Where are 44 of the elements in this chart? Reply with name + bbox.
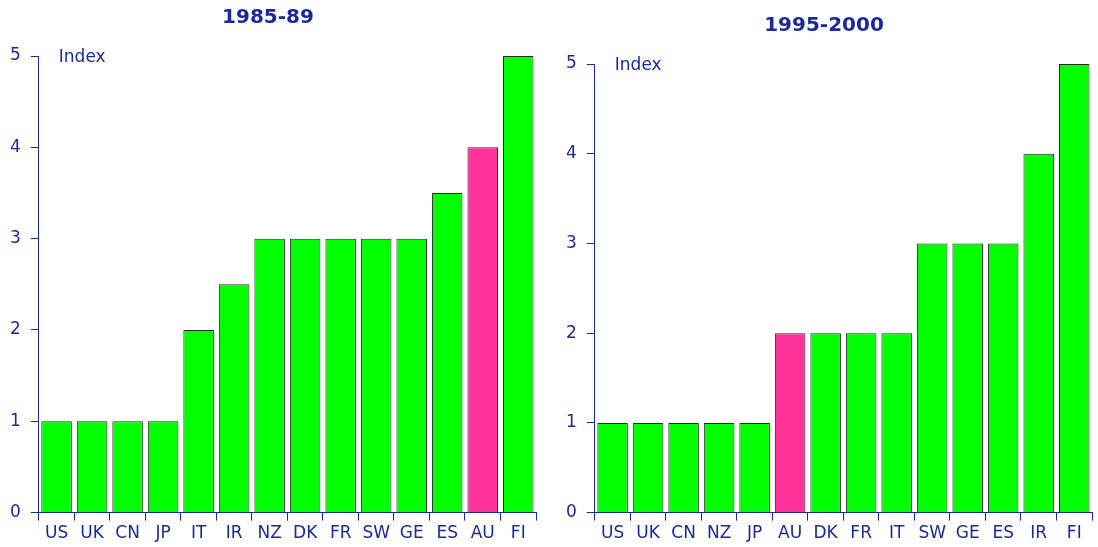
y-tick-label: 3 (565, 231, 577, 252)
y-tick-label: 2 (565, 321, 577, 342)
x-tick-label: IT (888, 522, 905, 543)
y-tick-label: 5 (565, 52, 577, 73)
x-tick-label: CN (115, 522, 140, 543)
y-axis-title: Index (58, 46, 106, 67)
x-tick-label: AU (778, 522, 803, 543)
y-tick-label: 1 (9, 409, 21, 430)
y-axis-title: Index (614, 54, 662, 75)
y-tick-label: 0 (565, 501, 577, 522)
x-tick-label: SW (362, 522, 391, 543)
x-tick-label: GE (399, 522, 424, 543)
y-tick-label: 0 (9, 501, 21, 522)
x-tick-label: JP (154, 522, 171, 543)
y-tick-label: 3 (9, 227, 21, 248)
chart-title: 1995-2000 (764, 12, 884, 37)
x-tick-label: NZ (257, 522, 282, 543)
x-tick-label: US (600, 522, 625, 543)
x-tick-label: FR (850, 522, 873, 543)
x-tick-label: AU (470, 522, 495, 543)
y-tick-label: 1 (565, 411, 577, 432)
x-tick-label: ES (436, 522, 458, 543)
x-tick-label: GE (955, 522, 980, 543)
x-tick-label: DK (293, 522, 319, 543)
x-tick-label: IT (190, 522, 207, 543)
x-tick-label: JP (745, 522, 763, 543)
y-tick-label: 4 (9, 135, 21, 156)
y-tick-label: 2 (9, 318, 21, 339)
x-tick-label: FI (510, 522, 526, 543)
y-tick-label: 4 (565, 142, 577, 163)
x-tick-label: IR (225, 522, 243, 543)
x-tick-label: FI (1066, 522, 1082, 543)
x-tick-label: CN (671, 522, 696, 543)
chart-title: 1985-89 (222, 4, 314, 29)
x-tick-label: ES (992, 522, 1014, 543)
x-tick-label: SW (918, 522, 947, 543)
x-tick-label: DK (813, 522, 839, 543)
x-tick-label: NZ (706, 522, 732, 543)
x-tick-label: US (44, 522, 69, 543)
x-tick-label: IR (1030, 522, 1048, 543)
y-tick-label: 5 (9, 44, 21, 65)
x-tick-label: FR (329, 522, 352, 543)
x-tick-label: UK (80, 522, 105, 543)
x-tick-label: UK (636, 522, 661, 543)
